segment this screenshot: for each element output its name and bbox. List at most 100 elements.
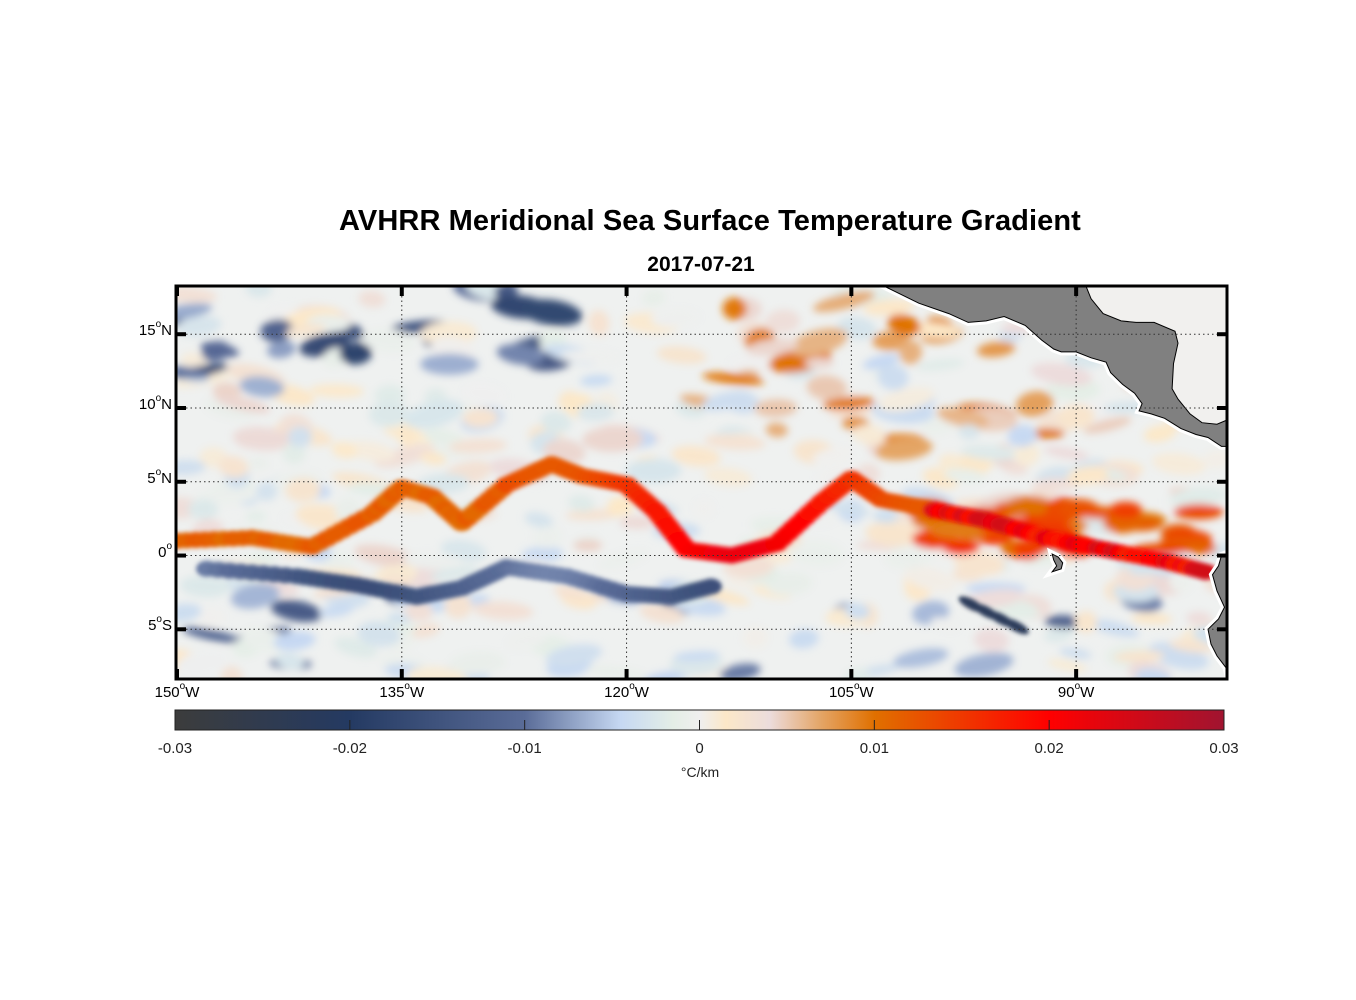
gradient-blob [230, 583, 280, 609]
gradient-blob [719, 663, 761, 678]
lat-tick-hemisphere: N [161, 395, 172, 413]
lon-tick-number: 150 [154, 684, 180, 701]
lon-tick-number: 135 [379, 684, 405, 701]
lon-tick-label: 105oW [811, 681, 891, 702]
gradient-blob [878, 387, 935, 412]
degree-symbol: o [155, 319, 162, 331]
gradient-blob [239, 376, 285, 398]
gradient-blob [742, 626, 769, 649]
lat-tick-label: 5oS [112, 615, 172, 635]
gradient-blob [285, 323, 326, 337]
gradient-blob [938, 453, 962, 470]
gradient-blob [521, 546, 564, 563]
gradient-blob [1044, 615, 1082, 629]
gradient-blob [1169, 487, 1226, 508]
gradient-blob [218, 456, 249, 478]
gradient-blob [958, 424, 980, 440]
gradient-blob [568, 495, 595, 512]
gradient-blob [899, 340, 923, 365]
gradient-blob [829, 407, 873, 419]
lon-tick-label: 135oW [362, 681, 442, 702]
gradient-blob [722, 297, 747, 320]
gradient-blob [1012, 538, 1043, 561]
degree-symbol: o [853, 681, 860, 692]
lat-tick-label: 0o [112, 541, 172, 561]
gradient-blob [877, 364, 909, 391]
gradient-blob [671, 445, 721, 467]
plot-area [174, 284, 1229, 681]
gradient-blob [1186, 541, 1217, 555]
gradient-blob [944, 468, 986, 483]
gradient-blob [930, 617, 960, 632]
gradient-blob [404, 399, 464, 429]
colorbar-tick-label: 0.01 [859, 740, 889, 757]
gradient-blob [387, 612, 412, 624]
lat-tick-hemisphere: N [161, 322, 172, 340]
gradient-blob [865, 520, 924, 546]
gradient-blob [232, 426, 292, 451]
gradient-blob [573, 539, 603, 552]
gradient-blob [580, 374, 613, 387]
degree-symbol: o [404, 681, 410, 692]
gradient-blob [1028, 428, 1065, 439]
gradient-blob [344, 440, 396, 462]
gradient-blob [245, 287, 272, 298]
gradient-blob [598, 550, 648, 569]
gradient-blob [288, 426, 312, 448]
lon-tick-number: 120 [604, 684, 630, 701]
land-galapagos [1050, 553, 1064, 573]
gradient-blob [369, 401, 410, 428]
gradient-blob [357, 621, 401, 647]
gradient-blob [420, 451, 447, 466]
gradient-blob [1151, 452, 1206, 475]
lon-tick-hemisphere: W [185, 684, 200, 701]
lat-tick-number: 15 [138, 322, 156, 340]
gradient-blob [1059, 647, 1092, 659]
gradient-blob [851, 424, 885, 443]
gradient-blob [625, 458, 682, 484]
gradient-blob [177, 603, 202, 622]
gradient-blob [642, 289, 666, 307]
gradient-blob [863, 299, 915, 316]
gradient-blob [728, 355, 779, 373]
gradient-blob [256, 481, 278, 501]
colorbar-tick-label: -0.01 [507, 740, 542, 757]
gradient-blob [420, 321, 478, 346]
gradient-blob [1168, 639, 1213, 653]
lon-tick-hemisphere: W [859, 684, 874, 701]
gradient-blob [319, 603, 354, 618]
gradient-blob [704, 434, 766, 450]
gradient-blob [374, 385, 405, 406]
gradient-blob [177, 649, 231, 677]
plot-frame [174, 284, 1229, 681]
gradient-blob [673, 650, 720, 662]
colorbar-tick-label: 0.03 [1209, 740, 1239, 757]
chart-subtitle: 2017-07-21 [647, 253, 755, 276]
gradient-blob [884, 545, 933, 569]
gradient-blob [553, 585, 589, 600]
gradient-blob [639, 603, 684, 624]
lat-tick-hemisphere: S [161, 617, 172, 635]
gradient-blob [915, 359, 965, 371]
colorbar [174, 709, 1225, 731]
degree-symbol: o [155, 466, 162, 478]
gradient-blob [220, 666, 243, 678]
gradient-blob [746, 338, 799, 356]
gradient-blob [358, 290, 386, 308]
axis-ticks [175, 287, 1226, 678]
gradient-blob [765, 422, 788, 438]
gradient-blob [650, 308, 701, 328]
gradient-blob [245, 511, 266, 522]
lon-tick-label: 120oW [587, 682, 667, 702]
gradient-blob [765, 309, 801, 334]
gradient-blob [462, 408, 498, 428]
gradient-blob [260, 319, 294, 343]
gradient-blob [248, 457, 269, 469]
front-segment [699, 578, 722, 595]
colorbar-ticks [349, 720, 1050, 730]
gradient-field [177, 287, 1226, 678]
gradient-blob [1135, 668, 1171, 678]
gradient-blob [904, 566, 956, 592]
lat-tick-number: 10 [138, 395, 156, 413]
gradient-blob [1143, 424, 1177, 443]
